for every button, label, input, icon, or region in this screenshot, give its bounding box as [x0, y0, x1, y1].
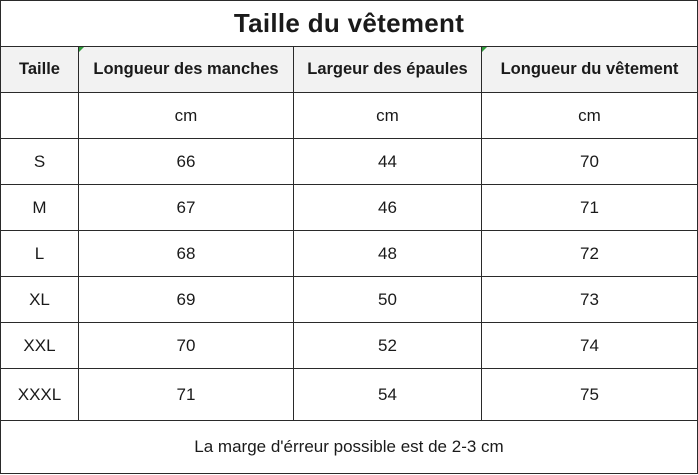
shoulder-width-value: 50 [293, 276, 482, 323]
table-row: XL 69 50 73 [0, 276, 698, 323]
size-label: XL [0, 276, 79, 323]
column-header-shoulder-width: Largeur des épaules [293, 46, 482, 93]
unit-cell: cm [78, 92, 294, 139]
table-title: Taille du vêtement [0, 0, 698, 47]
garment-length-value: 71 [481, 184, 698, 231]
error-margin-note: La marge d'érreur possible est de 2-3 cm [0, 420, 698, 474]
size-label: S [0, 138, 79, 185]
table-row: S 66 44 70 [0, 138, 698, 185]
sleeve-length-value: 68 [78, 230, 294, 277]
table-row: L 68 48 72 [0, 230, 698, 277]
shoulder-width-value: 52 [293, 322, 482, 369]
unit-cell: cm [481, 92, 698, 139]
table-row: XXL 70 52 74 [0, 322, 698, 369]
garment-length-value: 70 [481, 138, 698, 185]
column-header-size: Taille [0, 46, 79, 93]
table-row: XXXL 71 54 75 [0, 368, 698, 421]
size-label: XXL [0, 322, 79, 369]
title-row: Taille du vêtement [0, 0, 698, 47]
size-label: L [0, 230, 79, 277]
shoulder-width-value: 44 [293, 138, 482, 185]
unit-cell: cm [293, 92, 482, 139]
unit-row: cm cm cm [0, 92, 698, 139]
shoulder-width-value: 46 [293, 184, 482, 231]
shoulder-width-value: 48 [293, 230, 482, 277]
shoulder-width-value: 54 [293, 368, 482, 421]
size-label: XXXL [0, 368, 79, 421]
garment-length-value: 74 [481, 322, 698, 369]
size-label: M [0, 184, 79, 231]
sleeve-length-value: 69 [78, 276, 294, 323]
sleeve-length-value: 67 [78, 184, 294, 231]
garment-length-value: 72 [481, 230, 698, 277]
sleeve-length-value: 66 [78, 138, 294, 185]
column-header-garment-length: Longueur du vêtement [481, 46, 698, 93]
column-header-sleeve-length: Longueur des manches [78, 46, 294, 93]
unit-cell [0, 92, 79, 139]
garment-length-value: 73 [481, 276, 698, 323]
garment-length-value: 75 [481, 368, 698, 421]
sleeve-length-value: 70 [78, 322, 294, 369]
table-row: M 67 46 71 [0, 184, 698, 231]
footer-row: La marge d'érreur possible est de 2-3 cm [0, 420, 698, 474]
header-row: Taille Longueur des manches Largeur des … [0, 46, 698, 93]
sleeve-length-value: 71 [78, 368, 294, 421]
